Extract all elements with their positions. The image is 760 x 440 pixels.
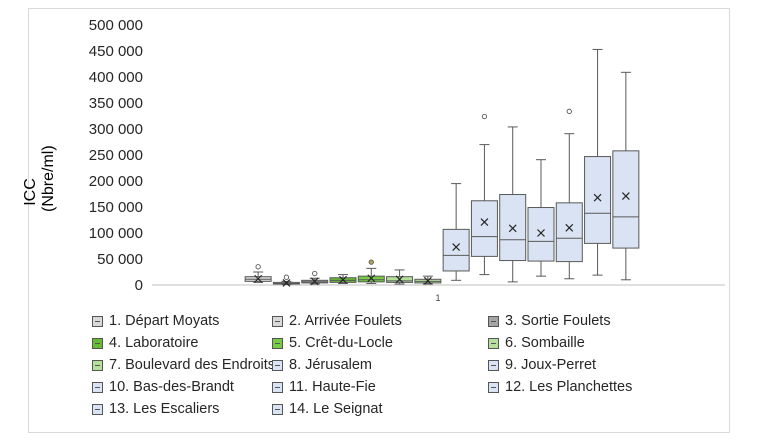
legend-label: 4. Laboratoire [109, 335, 199, 351]
legend-label: 13. Les Escaliers [109, 401, 220, 417]
y-tick-label: 250 000 [89, 147, 143, 164]
y-tick-label: 350 000 [89, 95, 143, 112]
legend-item: 5. Crêt-du-Locle [272, 335, 393, 351]
mean-marker [480, 218, 489, 227]
x-tick-label: 1 [435, 293, 440, 303]
legend-item: 11. Haute-Fie [272, 379, 376, 395]
y-tick-label: 500 000 [89, 17, 143, 34]
legend-label: 9. Joux-Perret [505, 357, 597, 373]
legend-swatch [488, 381, 499, 393]
legend-label: 11. Haute-Fie [289, 379, 376, 395]
legend-item: 1. Départ Moyats [92, 313, 219, 329]
legend-item: 12. Les Planchettes [488, 379, 632, 395]
y-tick-label: 450 000 [89, 43, 143, 60]
legend-swatch [272, 359, 283, 371]
outlier-point [481, 113, 488, 120]
mean-marker [565, 223, 574, 232]
box [470, 200, 498, 257]
y-axis-label-line2: (Nbre/ml) [40, 145, 57, 212]
mean-marker [423, 276, 432, 285]
legend-swatch [272, 381, 283, 393]
legend-swatch [272, 403, 283, 415]
mean-marker [310, 277, 319, 286]
y-tick-label: 0 [135, 277, 143, 294]
legend-label: 14. Le Seignat [289, 401, 383, 417]
mean-marker [452, 243, 461, 251]
y-axis-label-line1: ICC [22, 178, 39, 206]
box [442, 228, 470, 272]
y-tick-label: 50 000 [97, 251, 143, 268]
y-tick-label: 200 000 [89, 173, 143, 190]
box [527, 207, 555, 262]
y-axis-label: ICC (Nbre/ml) [22, 145, 57, 212]
legend-label: 2. Arrivée Foulets [289, 313, 402, 329]
box [584, 156, 612, 244]
box [555, 202, 583, 263]
legend-label: 5. Crêt-du-Locle [289, 335, 393, 351]
outlier-point [283, 274, 290, 280]
legend-label: 7. Boulevard des Endroits [109, 357, 276, 373]
legend-swatch [272, 315, 283, 327]
mean-marker [395, 275, 404, 284]
mean-marker [537, 229, 545, 237]
legend-swatch [488, 337, 499, 349]
legend-swatch [272, 337, 283, 349]
outlier-point [255, 264, 261, 270]
legend-item: 7. Boulevard des Endroits [92, 357, 275, 373]
legend-item: 4. Laboratoire [92, 335, 198, 351]
legend-item: 2. Arrivée Foulets [272, 313, 402, 329]
y-tick-label: 300 000 [89, 121, 143, 138]
legend-label: 1. Départ Moyats [109, 313, 220, 329]
outlier-point [368, 259, 374, 265]
mean-marker [621, 192, 630, 201]
legend-item: 6. Sombaille [488, 335, 585, 351]
legend-swatch [92, 381, 103, 393]
legend-swatch [92, 315, 103, 327]
box [612, 150, 640, 249]
legend-swatch [92, 359, 103, 371]
mean-marker [254, 274, 263, 283]
y-tick-label: 100 000 [89, 225, 143, 242]
legend-swatch [488, 315, 499, 327]
mean-marker [367, 274, 376, 283]
mean-marker [508, 224, 517, 233]
legend-item: 14. Le Seignat [272, 401, 383, 417]
legend-label: 3. Sortie Foulets [505, 313, 611, 329]
mean-marker [282, 278, 291, 287]
mean-marker [593, 193, 602, 202]
legend-swatch [92, 337, 103, 349]
legend-item: 9. Joux-Perret [488, 357, 596, 373]
legend-label: 8. Jérusalem [289, 357, 373, 373]
legend-item: 8. Jérusalem [272, 357, 372, 373]
y-tick-label: 400 000 [89, 69, 143, 86]
mean-marker [339, 275, 347, 284]
outlier-point [566, 108, 572, 114]
legend-item: 3. Sortie Foulets [488, 313, 611, 329]
legend-item: 13. Les Escaliers [92, 401, 219, 417]
legend-label: 6. Sombaille [505, 335, 585, 351]
outlier-point [312, 270, 318, 277]
legend-swatch [488, 359, 499, 371]
legend-item: 10. Bas-des-Brandt [92, 379, 234, 395]
y-tick-label: 150 000 [89, 199, 143, 216]
legend-label: 12. Les Planchettes [505, 379, 633, 395]
legend-label: 10. Bas-des-Brandt [109, 379, 234, 395]
chart-frame [28, 8, 730, 433]
legend-swatch [92, 403, 103, 415]
